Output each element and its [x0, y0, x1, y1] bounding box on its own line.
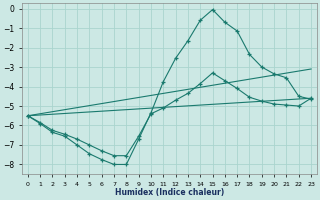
X-axis label: Humidex (Indice chaleur): Humidex (Indice chaleur) [115, 188, 224, 197]
